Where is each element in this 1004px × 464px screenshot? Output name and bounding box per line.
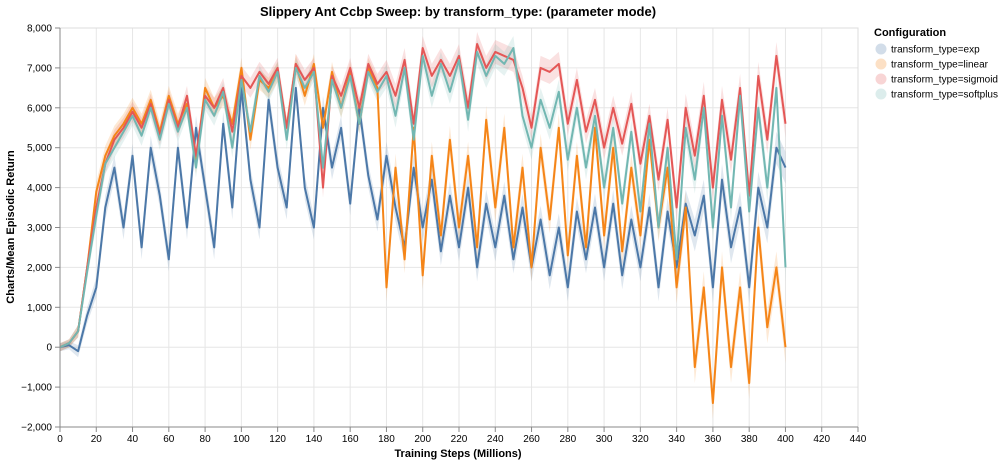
band-exp	[60, 75, 786, 358]
legend-swatch-softplus	[875, 88, 887, 100]
y-axis-label: Charts/Mean Episodic Return	[5, 150, 17, 304]
legend-swatch-exp	[875, 43, 887, 55]
y-tick-label: 0	[46, 343, 52, 354]
legend-label-sigmoid: transform_type=sigmoid	[891, 75, 998, 86]
x-tick-label: 120	[269, 434, 286, 445]
chart-title: Slippery Ant Ccbp Sweep: by transform_ty…	[260, 4, 656, 19]
series-line-sigmoid	[59, 43, 787, 349]
x-tick-label: 300	[596, 434, 613, 445]
series-lines	[59, 43, 787, 405]
x-tick-label: 220	[451, 434, 468, 445]
x-tick-label: 200	[414, 434, 431, 445]
y-tick-label: 1,000	[27, 303, 52, 314]
legend: Configuration transform_type=exp transfor…	[874, 27, 998, 101]
x-tick-label: 260	[523, 434, 540, 445]
x-tick-label: 360	[705, 434, 722, 445]
axes: 0 20 40 60 80 100 120 140 160 180 200 220 240 260 280 3…	[21, 24, 867, 446]
x-tick-label: 320	[632, 434, 649, 445]
x-tick-label: 340	[668, 434, 685, 445]
x-tick-label: 40	[127, 434, 139, 445]
legend-label-softplus: transform_type=softplus	[891, 90, 998, 101]
y-tick-label: −2,000	[21, 423, 52, 434]
x-tick-label: 280	[559, 434, 576, 445]
legend-label-exp: transform_type=exp	[891, 45, 980, 56]
x-tick-label: 400	[777, 434, 794, 445]
y-tick-label: 4,000	[27, 183, 52, 194]
y-tick-label: 7,000	[27, 63, 52, 74]
legend-swatch-linear	[875, 58, 887, 70]
legend-label-linear: transform_type=linear	[891, 60, 989, 71]
x-tick-label: 440	[850, 434, 867, 445]
y-tick-label: −1,000	[21, 383, 52, 394]
x-tick-label: 80	[200, 434, 212, 445]
y-tick-label: 2,000	[27, 263, 52, 274]
x-tick-label: 240	[487, 434, 504, 445]
y-tick-label: 3,000	[27, 223, 52, 234]
x-tick-label: 100	[233, 434, 250, 445]
y-tick-label: 5,000	[27, 143, 52, 154]
legend-swatch-sigmoid	[875, 73, 887, 85]
x-tick-label: 20	[91, 434, 103, 445]
x-tick-label: 380	[741, 434, 758, 445]
legend-title: Configuration	[874, 27, 946, 39]
series-line-exp	[59, 86, 787, 353]
x-tick-label: 60	[163, 434, 175, 445]
y-tick-label: 6,000	[27, 103, 52, 114]
x-axis-label: Training Steps (Millions)	[394, 448, 521, 460]
x-tick-label: 140	[306, 434, 323, 445]
x-tick-label: 0	[57, 434, 63, 445]
x-tick-label: 180	[378, 434, 395, 445]
x-tick-label: 420	[813, 434, 830, 445]
series-line-softplus	[59, 47, 787, 349]
y-tick-label: 8,000	[27, 24, 52, 35]
x-tick-label: 160	[342, 434, 359, 445]
